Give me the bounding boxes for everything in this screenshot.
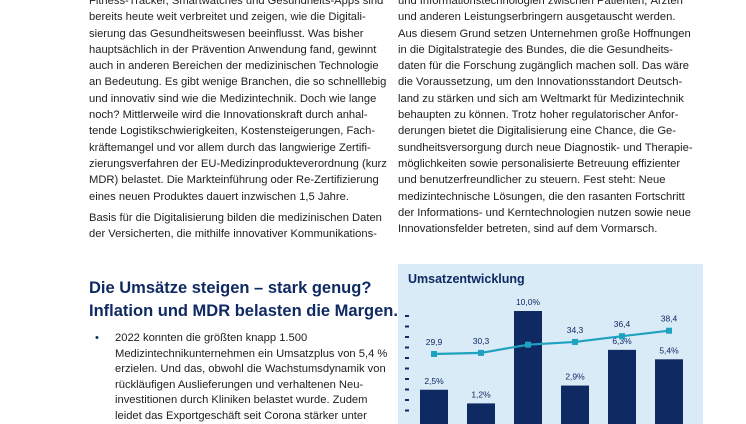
text-line: Basis für die Digitalisierung bilden die… bbox=[89, 211, 382, 224]
bar-data-label: 6,3% bbox=[612, 336, 632, 346]
list-item: • 2022 konnten die größten knapp 1.500 Me… bbox=[89, 331, 389, 424]
bullet-list: • 2022 konnten die größten knapp 1.500 Me… bbox=[89, 331, 389, 424]
text-line: behaupten zu können. Trotz hoher regulat… bbox=[398, 109, 679, 122]
line-marker bbox=[572, 338, 578, 345]
line-data-label: 33,3 bbox=[520, 328, 537, 338]
bar bbox=[561, 385, 589, 424]
line-data-label: 30,3 bbox=[473, 336, 490, 346]
line-data-label: 29,9 bbox=[426, 337, 443, 347]
text-line: land zu stärken und sich am Weltmarkt fü… bbox=[398, 92, 684, 105]
text-line: Innovationsfelder betreten, sind auf dem… bbox=[398, 223, 658, 236]
text-line: zierungsverfahren der EU-Medizinprodukte… bbox=[89, 157, 387, 170]
bullet-line: Medizintechnikunternehmen ein Umsatzplus… bbox=[115, 347, 388, 360]
text-line: sundheitsversorgung durch neue Diagnosti… bbox=[398, 141, 693, 154]
bullet-line: leidet das Exportgeschäft seit Corona st… bbox=[115, 409, 367, 422]
bar bbox=[467, 403, 495, 424]
text-line: tende Logistikschwierigkeiten, Kostenste… bbox=[89, 125, 376, 138]
revenue-chart: 2,5% 1,2% 10,0% 2,9% 6,3% 5,4% 29,9 30,3 33,3 34,… bbox=[405, 297, 683, 424]
text-line: die Voraussetzung, um den Innovationssta… bbox=[398, 76, 683, 89]
intro-paragraph: Fitness-Tracker, Smartwatches und Gesund… bbox=[89, 0, 389, 205]
bar-data-label: 2,9% bbox=[565, 372, 585, 382]
bar-data-label: 1,2% bbox=[471, 389, 491, 399]
bar-data-label: 2,5% bbox=[424, 376, 444, 386]
line-marker bbox=[666, 327, 672, 334]
text-line: und benutzerfreundlicher zu steuern. Fes… bbox=[398, 174, 666, 187]
bar bbox=[514, 311, 542, 424]
line-marker bbox=[478, 349, 484, 356]
chart-title: Umsatzentwicklung bbox=[408, 272, 525, 286]
text-line: auch in anderen Bereichen der medizinisc… bbox=[89, 60, 379, 73]
bullet-line: rückläufigen Auslieferungen und verhalte… bbox=[115, 378, 364, 391]
text-line: in die Digitalstrategie des Bundes, die … bbox=[398, 43, 673, 56]
text-line: kräftemangel und vor allem durch das lan… bbox=[89, 141, 371, 154]
text-line: derungen bietet die Digitalisierung eine… bbox=[398, 125, 676, 138]
line-marker bbox=[525, 341, 531, 348]
revenue-chart-panel: Umsatzentwicklung 2,5% 1,2% 10,0% 2,9% 6,3% 5… bbox=[398, 264, 703, 424]
text-line: daten für die Forschung zugänglich mache… bbox=[398, 60, 690, 73]
bullet-icon: • bbox=[95, 332, 99, 344]
bullet-text: 2022 konnten die größten knapp 1.500 Medi… bbox=[115, 332, 387, 422]
text-line: möglichkeiten sowie personalisierte Betr… bbox=[398, 157, 681, 170]
bar bbox=[608, 349, 636, 424]
text-line: Aus diesem Grund setzen Unternehmen groß… bbox=[398, 27, 691, 40]
line-marker bbox=[619, 333, 625, 340]
text-line: der Informations- und Kerntechnologien n… bbox=[398, 206, 691, 219]
text-line: der Versicherten, die mithilfe innovativ… bbox=[89, 228, 377, 241]
text-line: MDR) belastet. Die Markteinführung oder … bbox=[89, 174, 379, 187]
section-heading: Die Umsätze steigen – stark genug? bbox=[89, 279, 372, 297]
text-line: noch? Mittlerweile wird die Innovationsk… bbox=[89, 109, 368, 122]
digital-strategy-paragraph: und Informationstechnologien zwischen Pa… bbox=[398, 0, 702, 237]
right-text-column: und Informationstechnologien zwischen Pa… bbox=[398, 0, 702, 237]
text-line: medizintechnische Lösungen, die den rasa… bbox=[398, 190, 685, 203]
bullet-line: erzielen. Und das, obwohl die Wachstumsd… bbox=[115, 363, 386, 375]
text-line: hauptsächlich in der Prävention Anwendun… bbox=[89, 43, 377, 56]
text-line: sierung das Gesundheitswesen beeinflusst… bbox=[89, 27, 364, 40]
bullet-line: investitionen durch Kliniken belastet wu… bbox=[115, 394, 368, 406]
line-series bbox=[433, 329, 670, 356]
text-line: und anderen Leistungserbringern ausgetau… bbox=[398, 11, 676, 24]
text-line: bereits heute weit verbreitet und zeigen… bbox=[89, 11, 366, 24]
section-subheading: Inflation und MDR belasten die Margen. bbox=[89, 302, 398, 320]
line-marker bbox=[431, 351, 437, 357]
bar bbox=[420, 389, 448, 424]
text-line: und Informationstechnologien zwischen Pa… bbox=[398, 0, 683, 7]
text-line: an Bedeutung. Es gibt wenige Branchen, d… bbox=[89, 76, 387, 89]
data-basis-paragraph: Basis für die Digitalisierung bilden die… bbox=[89, 210, 389, 243]
text-line: eines neuen Produktes dauert inzwischen … bbox=[89, 190, 349, 203]
left-text-column: Fitness-Tracker, Smartwatches und Gesund… bbox=[89, 0, 389, 242]
line-data-label: 36,4 bbox=[614, 319, 631, 329]
bar-data-label: 5,4% bbox=[659, 345, 679, 355]
line-data-label: 34,3 bbox=[567, 325, 584, 335]
bullet-line: 2022 konnten die größten knapp 1.500 bbox=[115, 332, 308, 344]
bar-data-label: 10,0% bbox=[516, 297, 541, 307]
text-line: und innovativ sind wie die Medizintechni… bbox=[89, 92, 377, 105]
bar bbox=[655, 359, 683, 424]
text-line: Fitness-Tracker, Smartwatches und Gesund… bbox=[89, 0, 384, 7]
line-data-label: 38,4 bbox=[661, 314, 678, 324]
